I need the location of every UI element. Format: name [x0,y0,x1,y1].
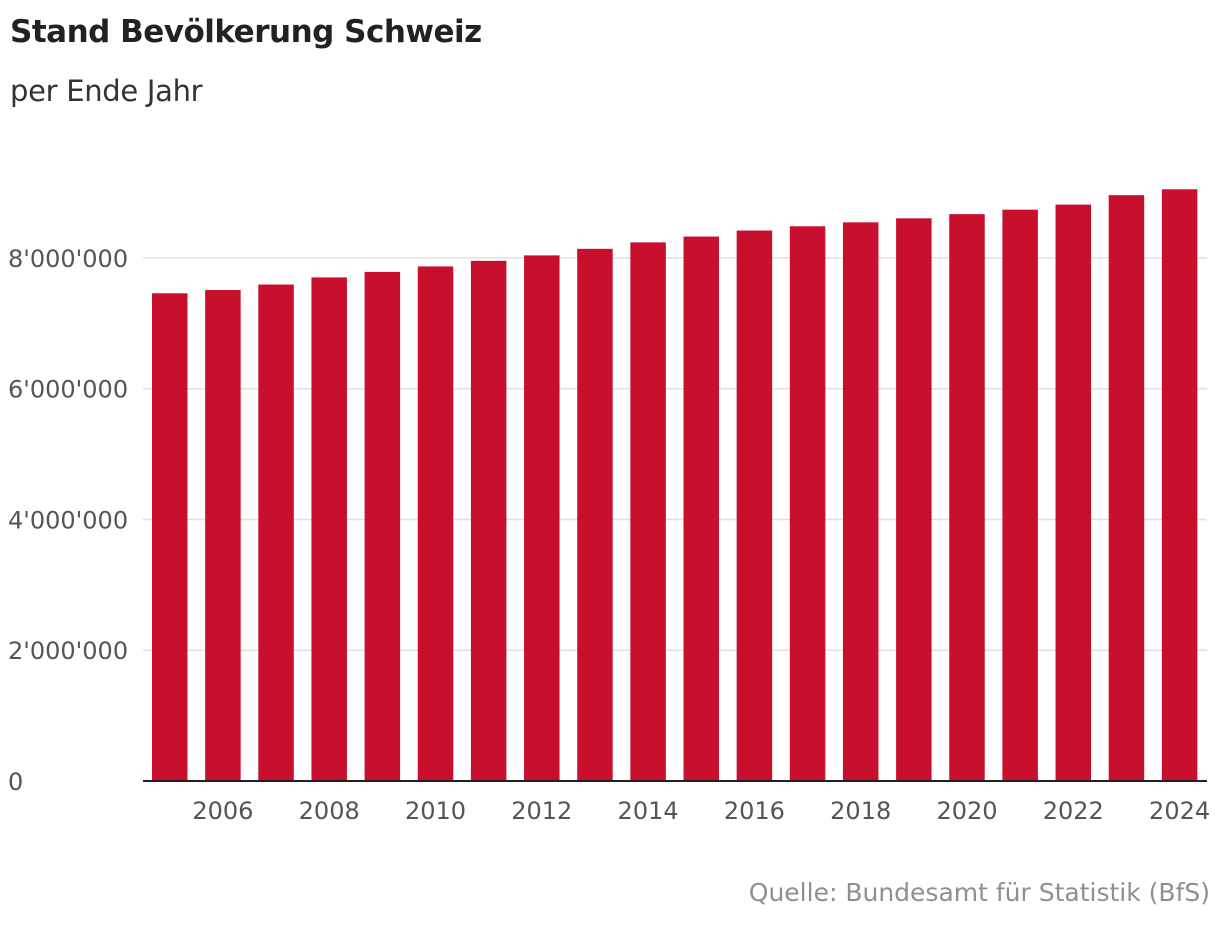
y-tick-label: 8'000'000 [8,245,128,273]
bar-2024 [1161,189,1198,781]
x-tick-label: 2010 [405,797,466,825]
x-tick-label: 2012 [511,797,572,825]
bar-2015 [683,236,719,782]
bar-2021 [1002,209,1038,781]
x-tick-label: 2020 [936,797,997,825]
x-axis-ticks: 2006 2008 2010 2012 2014 2016 2018 2020 2022 2024 [192,797,1210,825]
bar-2009 [364,271,401,781]
source-note: Quelle: Bundesamt für Statistik (BfS) [748,878,1210,907]
bar-2016 [736,230,773,781]
bars [152,189,1198,782]
bar-2017 [789,226,826,781]
y-axis-ticks: 0 2'000'000 4'000'000 6'000'000 8'000'000 [8,245,128,796]
bar-chart: 0 2'000'000 4'000'000 6'000'000 8'000'000 20… [8,189,1210,825]
y-tick-label: 4'000'000 [8,506,128,534]
x-tick-label: 2006 [192,797,253,825]
bar-2007 [258,284,294,781]
bar-2005 [152,293,188,781]
bar-2023 [1108,195,1145,782]
bar-2019 [896,218,932,782]
bar-2006 [205,290,241,781]
bar-2018 [842,222,879,781]
x-tick-label: 2022 [1043,797,1104,825]
x-tick-label: 2016 [724,797,785,825]
bar-2014 [630,242,666,781]
bar-2013 [577,248,613,782]
bar-2008 [311,277,347,781]
x-tick-label: 2018 [830,797,891,825]
y-tick-label: 6'000'000 [8,376,128,404]
chart-title: Stand Bevölkerung Schweiz [10,14,482,50]
x-tick-label: 2024 [1149,797,1210,825]
x-tick-label: 2008 [299,797,360,825]
bar-2012 [524,255,560,782]
x-tick-label: 2014 [618,797,679,825]
bar-2011 [470,260,507,782]
gridlines [143,257,1207,651]
chart-subtitle: per Ende Jahr [10,74,203,108]
y-tick-label: 2'000'000 [8,637,128,665]
bar-2010 [417,266,454,781]
y-tick-label: 0 [8,768,23,796]
bar-2022 [1055,204,1092,781]
bar-2020 [949,214,985,782]
